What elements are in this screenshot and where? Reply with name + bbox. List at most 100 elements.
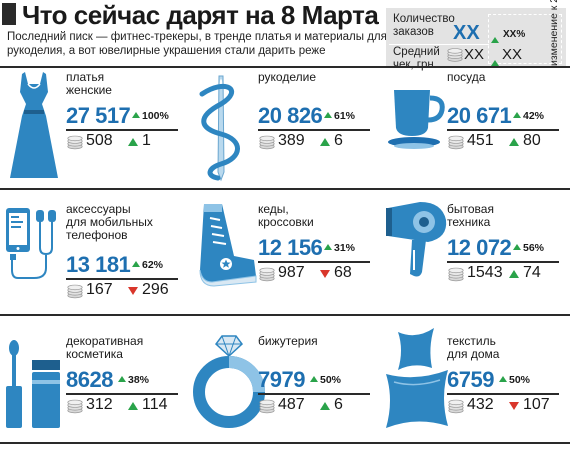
orders-change: 61%	[334, 110, 356, 122]
category-block: текстиль для дома 6759 50% 432 107	[447, 335, 563, 445]
up-arrow-icon	[324, 112, 332, 118]
category-label: для мобильных	[66, 215, 153, 229]
orders-change: 38%	[128, 374, 150, 386]
down-arrow-icon	[509, 402, 519, 410]
dress-icon	[10, 72, 58, 178]
check-change: 107	[523, 396, 550, 413]
legend-check-label: Средний чек, грн	[393, 46, 440, 71]
up-arrow-icon	[128, 138, 138, 146]
check-change: 1	[142, 132, 151, 149]
phone-earphones-icon	[6, 208, 56, 279]
category-label: женские	[66, 83, 112, 97]
up-arrow-icon	[324, 244, 332, 250]
item-divider	[258, 261, 370, 263]
orders-change: 62%	[142, 259, 164, 271]
average-check: 432	[467, 396, 494, 413]
cosmetics-icon	[6, 340, 60, 428]
cup-icon	[388, 90, 445, 149]
legend-orders-label: Количество заказов	[393, 13, 455, 38]
check-change: 80	[523, 132, 541, 149]
title-marker	[2, 3, 16, 25]
legend-check-value: XX	[464, 46, 485, 63]
up-arrow-icon	[499, 376, 507, 382]
coins-icon	[447, 134, 465, 150]
orders-change: 42%	[523, 110, 545, 122]
item-divider	[66, 278, 178, 280]
up-arrow-icon	[118, 376, 126, 382]
item-divider	[447, 261, 559, 263]
up-arrow-icon	[132, 261, 140, 267]
page-subtitle: Последний писк — фитнес-трекеры, в тренд…	[7, 31, 387, 57]
down-arrow-icon	[320, 270, 330, 278]
orders-count: 8628	[66, 367, 113, 392]
check-change: 296	[142, 281, 169, 298]
category-block: рукоделие 20 826 61% 389 6	[258, 71, 374, 181]
coins-icon	[258, 266, 276, 282]
category-label: рукоделие	[258, 70, 316, 84]
coins-icon	[447, 266, 465, 282]
average-check: 987	[278, 264, 305, 281]
item-divider	[66, 129, 178, 131]
down-arrow-icon	[128, 287, 138, 295]
ring-icon	[193, 335, 265, 428]
orders-count: 12 156	[258, 235, 323, 260]
legend-up-arrow-icon	[491, 30, 499, 48]
item-divider	[258, 129, 370, 131]
item-divider	[66, 393, 178, 395]
orders-change: 56%	[523, 242, 545, 254]
legend-box	[386, 8, 566, 68]
up-arrow-icon	[509, 270, 519, 278]
category-label: кроссовки	[258, 215, 314, 229]
category-label: для дома	[447, 347, 500, 361]
up-arrow-icon	[513, 244, 521, 250]
item-divider	[258, 393, 370, 395]
row-divider	[0, 188, 570, 190]
average-check: 451	[467, 132, 494, 149]
up-arrow-icon	[320, 402, 330, 410]
check-change: 74	[523, 264, 541, 281]
check-change: 6	[334, 132, 343, 149]
category-label: бижутерия	[258, 334, 318, 348]
category-block: декоративная косметика 8628 38% 312 114	[66, 335, 182, 445]
legend-orders-change: XX%	[503, 29, 526, 40]
category-block: аксессуары для мобильных телефонов 13 181 62…	[66, 203, 182, 313]
category-label: аксессуары	[66, 202, 131, 216]
orders-change: 100%	[142, 110, 169, 122]
coins-icon	[447, 398, 465, 414]
orders-count: 20 826	[258, 103, 323, 128]
orders-count: 13 181	[66, 252, 131, 277]
row-divider	[0, 442, 570, 444]
up-arrow-icon	[310, 376, 318, 382]
needle-thread-icon	[199, 75, 240, 182]
up-arrow-icon	[132, 112, 140, 118]
legend-check-change: XX	[502, 46, 523, 63]
category-label: платья	[66, 70, 105, 84]
coins-icon	[66, 398, 84, 414]
category-block: кеды, кроссовки 12 156 31% 987 68	[258, 203, 374, 313]
legend-change-frame	[488, 14, 562, 64]
check-change: 68	[334, 264, 352, 281]
header-divider	[0, 66, 570, 68]
page-title: Что сейчас дарят на 8 Марта	[22, 0, 379, 30]
check-change: 6	[334, 396, 343, 413]
category-label: косметика	[66, 347, 123, 361]
up-arrow-icon	[320, 138, 330, 146]
up-arrow-icon	[128, 402, 138, 410]
coins-icon	[258, 134, 276, 150]
category-label: телефонов	[66, 228, 128, 242]
orders-change: 50%	[320, 374, 342, 386]
legend-divider	[389, 44, 489, 45]
coins-icon	[258, 398, 276, 414]
average-check: 389	[278, 132, 305, 149]
legend-up-arrow-icon	[491, 53, 499, 71]
category-block: посуда 20 671 42% 451 80	[447, 71, 563, 181]
category-block: бижутерия 7979 50% 487 6	[258, 335, 374, 445]
item-divider	[447, 393, 559, 395]
average-check: 167	[86, 281, 113, 298]
legend-coins-icon	[446, 47, 464, 62]
legend-change-label: изменение к 2016	[548, 0, 560, 66]
hair-dryer-icon	[386, 202, 447, 277]
category-label: бытовая	[447, 202, 494, 216]
category-block: бытовая техника 12 072 56% 1543 74	[447, 203, 563, 313]
orders-count: 20 671	[447, 103, 512, 128]
